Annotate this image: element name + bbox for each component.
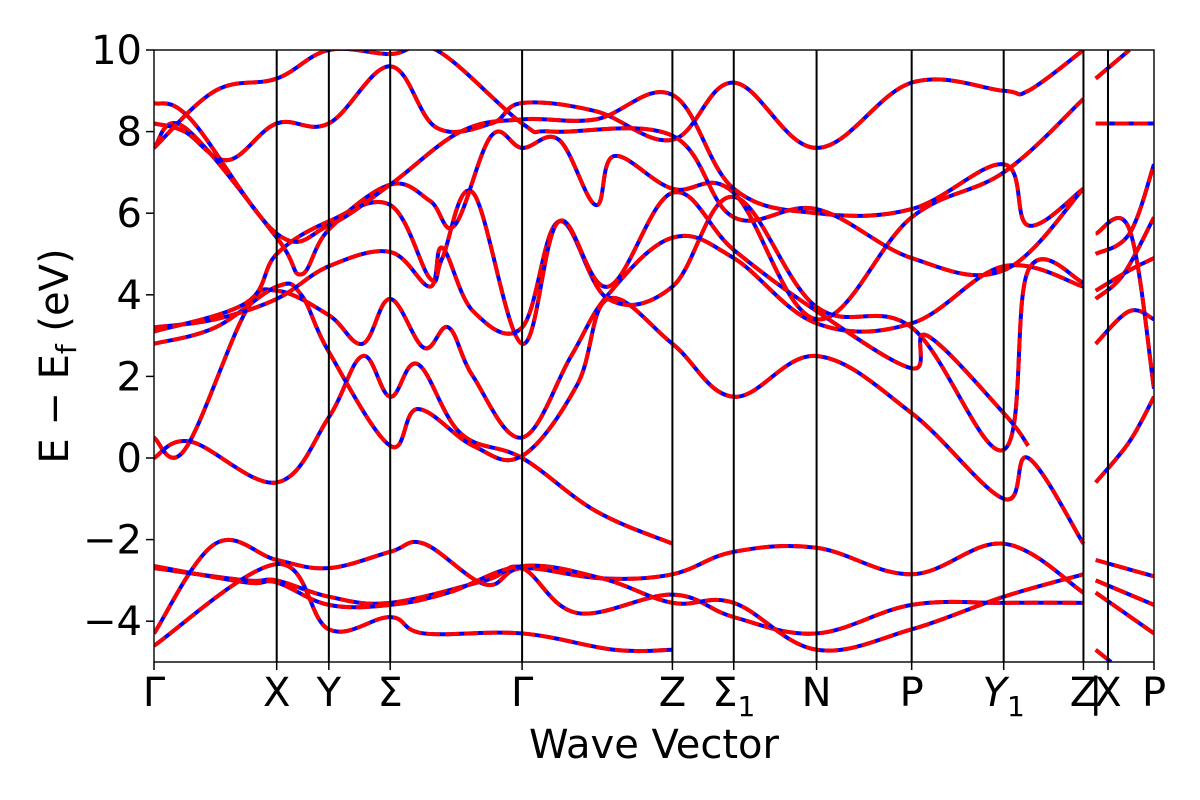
x-tick-label-2: Y <box>316 670 342 716</box>
kpoint-divider-layer <box>275 50 1109 662</box>
y-axis-ticks: −4 −2 0 2 4 6 8 10 <box>83 28 154 645</box>
band-line-right-dashed-8 <box>1095 558 1154 579</box>
x-tick-label-5: Z <box>659 670 686 716</box>
x-tick-label-13: P <box>1142 670 1166 716</box>
band-line-dashed-2 <box>154 563 1084 653</box>
x-tick-label-11: | <box>1089 670 1102 716</box>
band-line-dashed-0 <box>154 537 1085 635</box>
band-line-right-dashed-4 <box>1094 163 1154 256</box>
band-line-dashed-9 <box>154 97 1085 322</box>
band-line-right-dashed-2 <box>1094 216 1154 301</box>
band-line-right-dashed-0 <box>1094 395 1154 484</box>
y-tick-label-2: 0 <box>117 436 142 482</box>
y-axis-label: E − Ef (eV) <box>32 248 83 463</box>
x-tick-label-12: X <box>1094 670 1121 716</box>
band-lines-layer <box>154 50 1154 662</box>
band-line-right-dashed-1 <box>1094 308 1154 346</box>
band-line-dashed-6 <box>154 281 1086 545</box>
band-line-right-dashed-9 <box>1094 578 1154 607</box>
band-line-solid-4 <box>154 354 674 546</box>
band-line-solid-7 <box>154 194 1085 453</box>
x-axis-ticks: Γ X Y Σ Γ Z Σ1 N P Y1 Z|X P <box>143 662 1166 723</box>
band-line-right-dashed-11 <box>1094 648 1113 662</box>
y-tick-label-6: 8 <box>117 110 142 156</box>
y-axis-label-unit: (eV) <box>32 248 78 344</box>
x-tick-label-3: Σ <box>378 670 403 716</box>
band-line-dashed-1 <box>154 564 1084 636</box>
band-line-dashed-3 <box>154 562 673 654</box>
band-line-dashed-10 <box>154 50 1085 163</box>
y-tick-label-0: −4 <box>83 599 142 645</box>
y-axis-label-subscript: f <box>50 343 83 354</box>
y-tick-label-4: 4 <box>117 273 142 319</box>
band-line-solid-10 <box>154 50 1085 163</box>
band-line-right-dashed-5 <box>1094 216 1154 389</box>
band-line-dashed-11 <box>154 90 1085 244</box>
x-tick-label-6: Σ1 <box>712 670 755 723</box>
plot-frame <box>153 49 1155 663</box>
band-line-right-dashed-7 <box>1094 50 1131 81</box>
x-tick-label-0: Γ <box>143 670 166 716</box>
x-tick-label-7: N <box>802 670 832 716</box>
x-tick-label-8: P <box>900 670 924 716</box>
x-tick-label-1: X <box>263 670 290 716</box>
band-line-dashed-4 <box>154 354 674 546</box>
band-line-right-dashed-3 <box>1094 256 1154 293</box>
y-tick-label-3: 2 <box>117 354 142 400</box>
x-tick-label-10: Z <box>1070 670 1097 716</box>
band-line-dashed-7 <box>154 194 1085 453</box>
band-line-solid-6 <box>154 281 1086 545</box>
x-tick-label-9: Y1 <box>983 670 1025 723</box>
band-line-solid-11 <box>154 90 1085 244</box>
band-line-dashed-5 <box>154 233 1085 460</box>
x-tick-label-4: Γ <box>511 670 534 716</box>
band-line-solid-1 <box>154 564 1084 636</box>
y-tick-label-1: −2 <box>83 518 142 564</box>
y-axis-label-main: E − E <box>32 354 78 464</box>
x-axis-label: Wave Vector <box>529 722 780 768</box>
y-tick-label-5: 6 <box>117 191 142 237</box>
y-tick-label-7: 10 <box>91 28 142 74</box>
band-line-right-dashed-10 <box>1094 591 1154 636</box>
